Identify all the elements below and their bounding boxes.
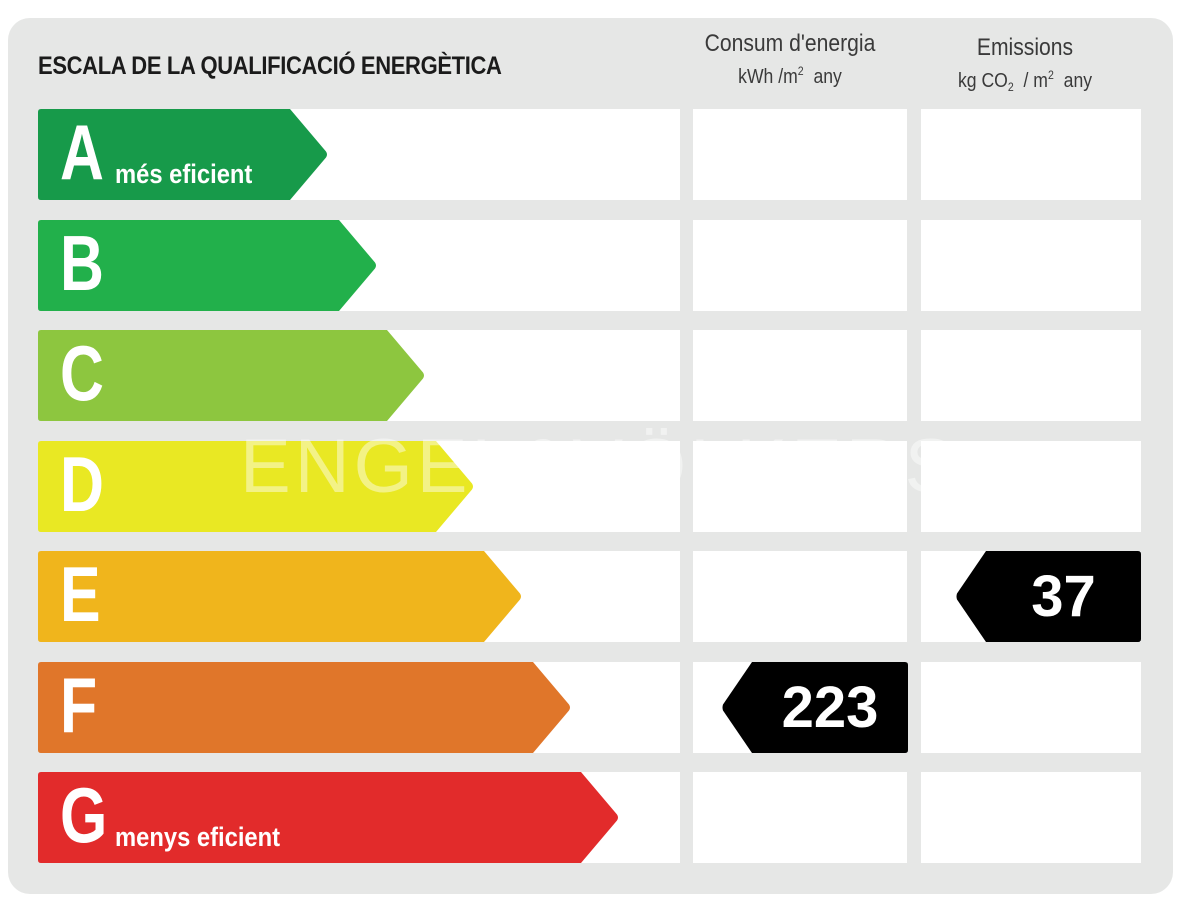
rating-arrow-shape [38, 551, 521, 642]
consumption-heading: Consum d'energia [704, 30, 876, 57]
rating-arrow-shape [38, 330, 424, 421]
rating-letter: D [60, 440, 104, 528]
rating-letter: G [60, 771, 108, 859]
rating-arrow-shape [38, 772, 618, 863]
rating-bar-f: F [38, 661, 571, 753]
consumption-unit: kWh /m2 any [738, 64, 842, 88]
consumption-cell-b [693, 220, 907, 311]
emissions-unit: kg CO2 / m2 any [957, 68, 1093, 94]
badge-arrow-shape [722, 662, 908, 753]
consumption-cell-c [693, 330, 907, 421]
rating-letter: E [60, 550, 101, 638]
emissions-cell-c [921, 330, 1141, 421]
badge-arrow-shape [956, 551, 1141, 642]
emissions-cell-g [921, 772, 1141, 863]
consumption-value-badge: 223 [722, 662, 908, 753]
page-title: ESCALA DE LA QUALIFICACIÓ ENERGÈTICA [38, 52, 502, 80]
rating-letter: B [60, 219, 104, 307]
emissions-column-header: Emissions kg CO2 / m2 any [925, 34, 1125, 94]
rating-arrow-shape [38, 662, 570, 753]
rating-arrow-shape [38, 109, 327, 200]
rating-bar-b: B [38, 219, 377, 311]
emissions-cell-b [921, 220, 1141, 311]
emissions-cell-f [921, 662, 1141, 753]
emissions-cell-a [921, 109, 1141, 200]
rating-letter: F [60, 661, 98, 749]
emissions-cell-d [921, 441, 1141, 532]
badge-value: 37 [1031, 564, 1096, 629]
consumption-column-header: Consum d'energia kWh /m2 any [690, 30, 890, 89]
rating-arrow-shape [38, 441, 473, 532]
consumption-cell-g [693, 772, 907, 863]
consumption-cell-e [693, 551, 907, 642]
rating-sublabel: més eficient [115, 159, 253, 189]
emissions-heading: Emissions [976, 34, 1074, 61]
rating-bar-e: E [38, 550, 522, 642]
rating-sublabel: menys eficient [115, 822, 281, 852]
rating-arrow-shape [38, 220, 376, 311]
emissions-value-badge: 37 [956, 551, 1141, 642]
rating-bar-c: C [38, 329, 425, 421]
badge-value: 223 [781, 675, 879, 740]
rating-bar-d: D [38, 440, 474, 532]
consumption-cell-a [693, 109, 907, 200]
rating-letter: C [60, 329, 104, 417]
watermark: ENGEL&VÖLKERS [240, 424, 960, 509]
rating-letter: A [60, 108, 104, 196]
consumption-cell-d [693, 441, 907, 532]
